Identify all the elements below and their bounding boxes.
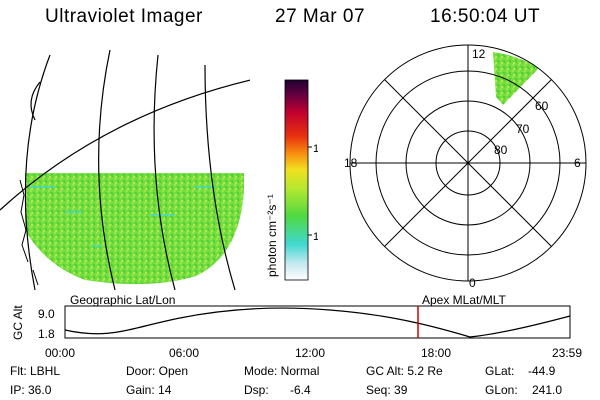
uv-image-region bbox=[25, 173, 244, 285]
glon-label: GLon: bbox=[485, 383, 518, 397]
coastline bbox=[19, 179, 39, 286]
dsp-value: -6.4 bbox=[290, 383, 311, 397]
mlt-label-18: 18 bbox=[344, 156, 358, 170]
time-label: 16:50:04 UT bbox=[430, 6, 541, 27]
glat-label: GLat: bbox=[485, 364, 515, 378]
geographic-grid bbox=[0, 49, 250, 290]
date-label: 27 Mar 07 bbox=[275, 6, 366, 27]
polar-plot: 12 18 6 0 60 70 80 bbox=[344, 44, 587, 290]
color-bar: 100 10 photon cm⁻²s⁻¹ bbox=[265, 79, 318, 281]
mode-info: Mode: Normal bbox=[244, 364, 320, 378]
colorbar-tick-10: 10 bbox=[313, 231, 318, 243]
glon-value: 241.0 bbox=[532, 383, 563, 397]
alt-ytick-9: 9.0 bbox=[38, 307, 55, 321]
gain-info: Gain: 14 bbox=[126, 383, 172, 397]
mlt-label-6: 6 bbox=[574, 156, 581, 170]
geographic-label: Geographic Lat/Lon bbox=[70, 293, 176, 307]
image-artifacts bbox=[30, 186, 215, 247]
altitude-curve bbox=[64, 307, 571, 338]
alt-ylabel: GC Alt bbox=[11, 305, 25, 340]
mlt-label-0: 0 bbox=[469, 276, 476, 290]
gc-alt-info: GC Alt: 5.2 Re bbox=[366, 364, 443, 378]
lat-label-60: 60 bbox=[535, 99, 549, 113]
alt-xtick-0600: 06:00 bbox=[169, 346, 199, 360]
apex-label: Apex MLat/MLT bbox=[422, 293, 506, 307]
colorbar-unit-label: photon cm⁻²s⁻¹ bbox=[265, 194, 279, 277]
seq-info: Seq: 39 bbox=[366, 383, 408, 397]
instrument-title: Ultraviolet Imager bbox=[45, 6, 203, 27]
alt-xtick-1200: 12:00 bbox=[295, 346, 325, 360]
alt-xtick-2359: 23:59 bbox=[552, 346, 582, 360]
alt-xtick-0000: 00:00 bbox=[45, 346, 75, 360]
glat-value: -44.9 bbox=[528, 364, 556, 378]
lat-label-70: 70 bbox=[516, 122, 530, 136]
alt-ytick-1: 1.8 bbox=[38, 327, 55, 341]
door-info: Door: Open bbox=[126, 364, 189, 378]
mlt-label-12: 12 bbox=[472, 47, 486, 61]
polar-aurora-region bbox=[493, 52, 539, 105]
altitude-plot: 9.0 1.8 GC Alt 00:00 06:00 12:00 18:00 2… bbox=[11, 305, 582, 360]
colorbar-tick-100: 100 bbox=[313, 143, 318, 155]
ip-info: IP: 36.0 bbox=[10, 383, 52, 397]
alt-xtick-1800: 18:00 bbox=[421, 346, 451, 360]
geographic-image-panel bbox=[0, 49, 250, 290]
lat-label-80: 80 bbox=[494, 143, 508, 157]
filter-info: Flt: LBHL bbox=[10, 364, 61, 378]
dsp-label: Dsp: bbox=[244, 383, 269, 397]
